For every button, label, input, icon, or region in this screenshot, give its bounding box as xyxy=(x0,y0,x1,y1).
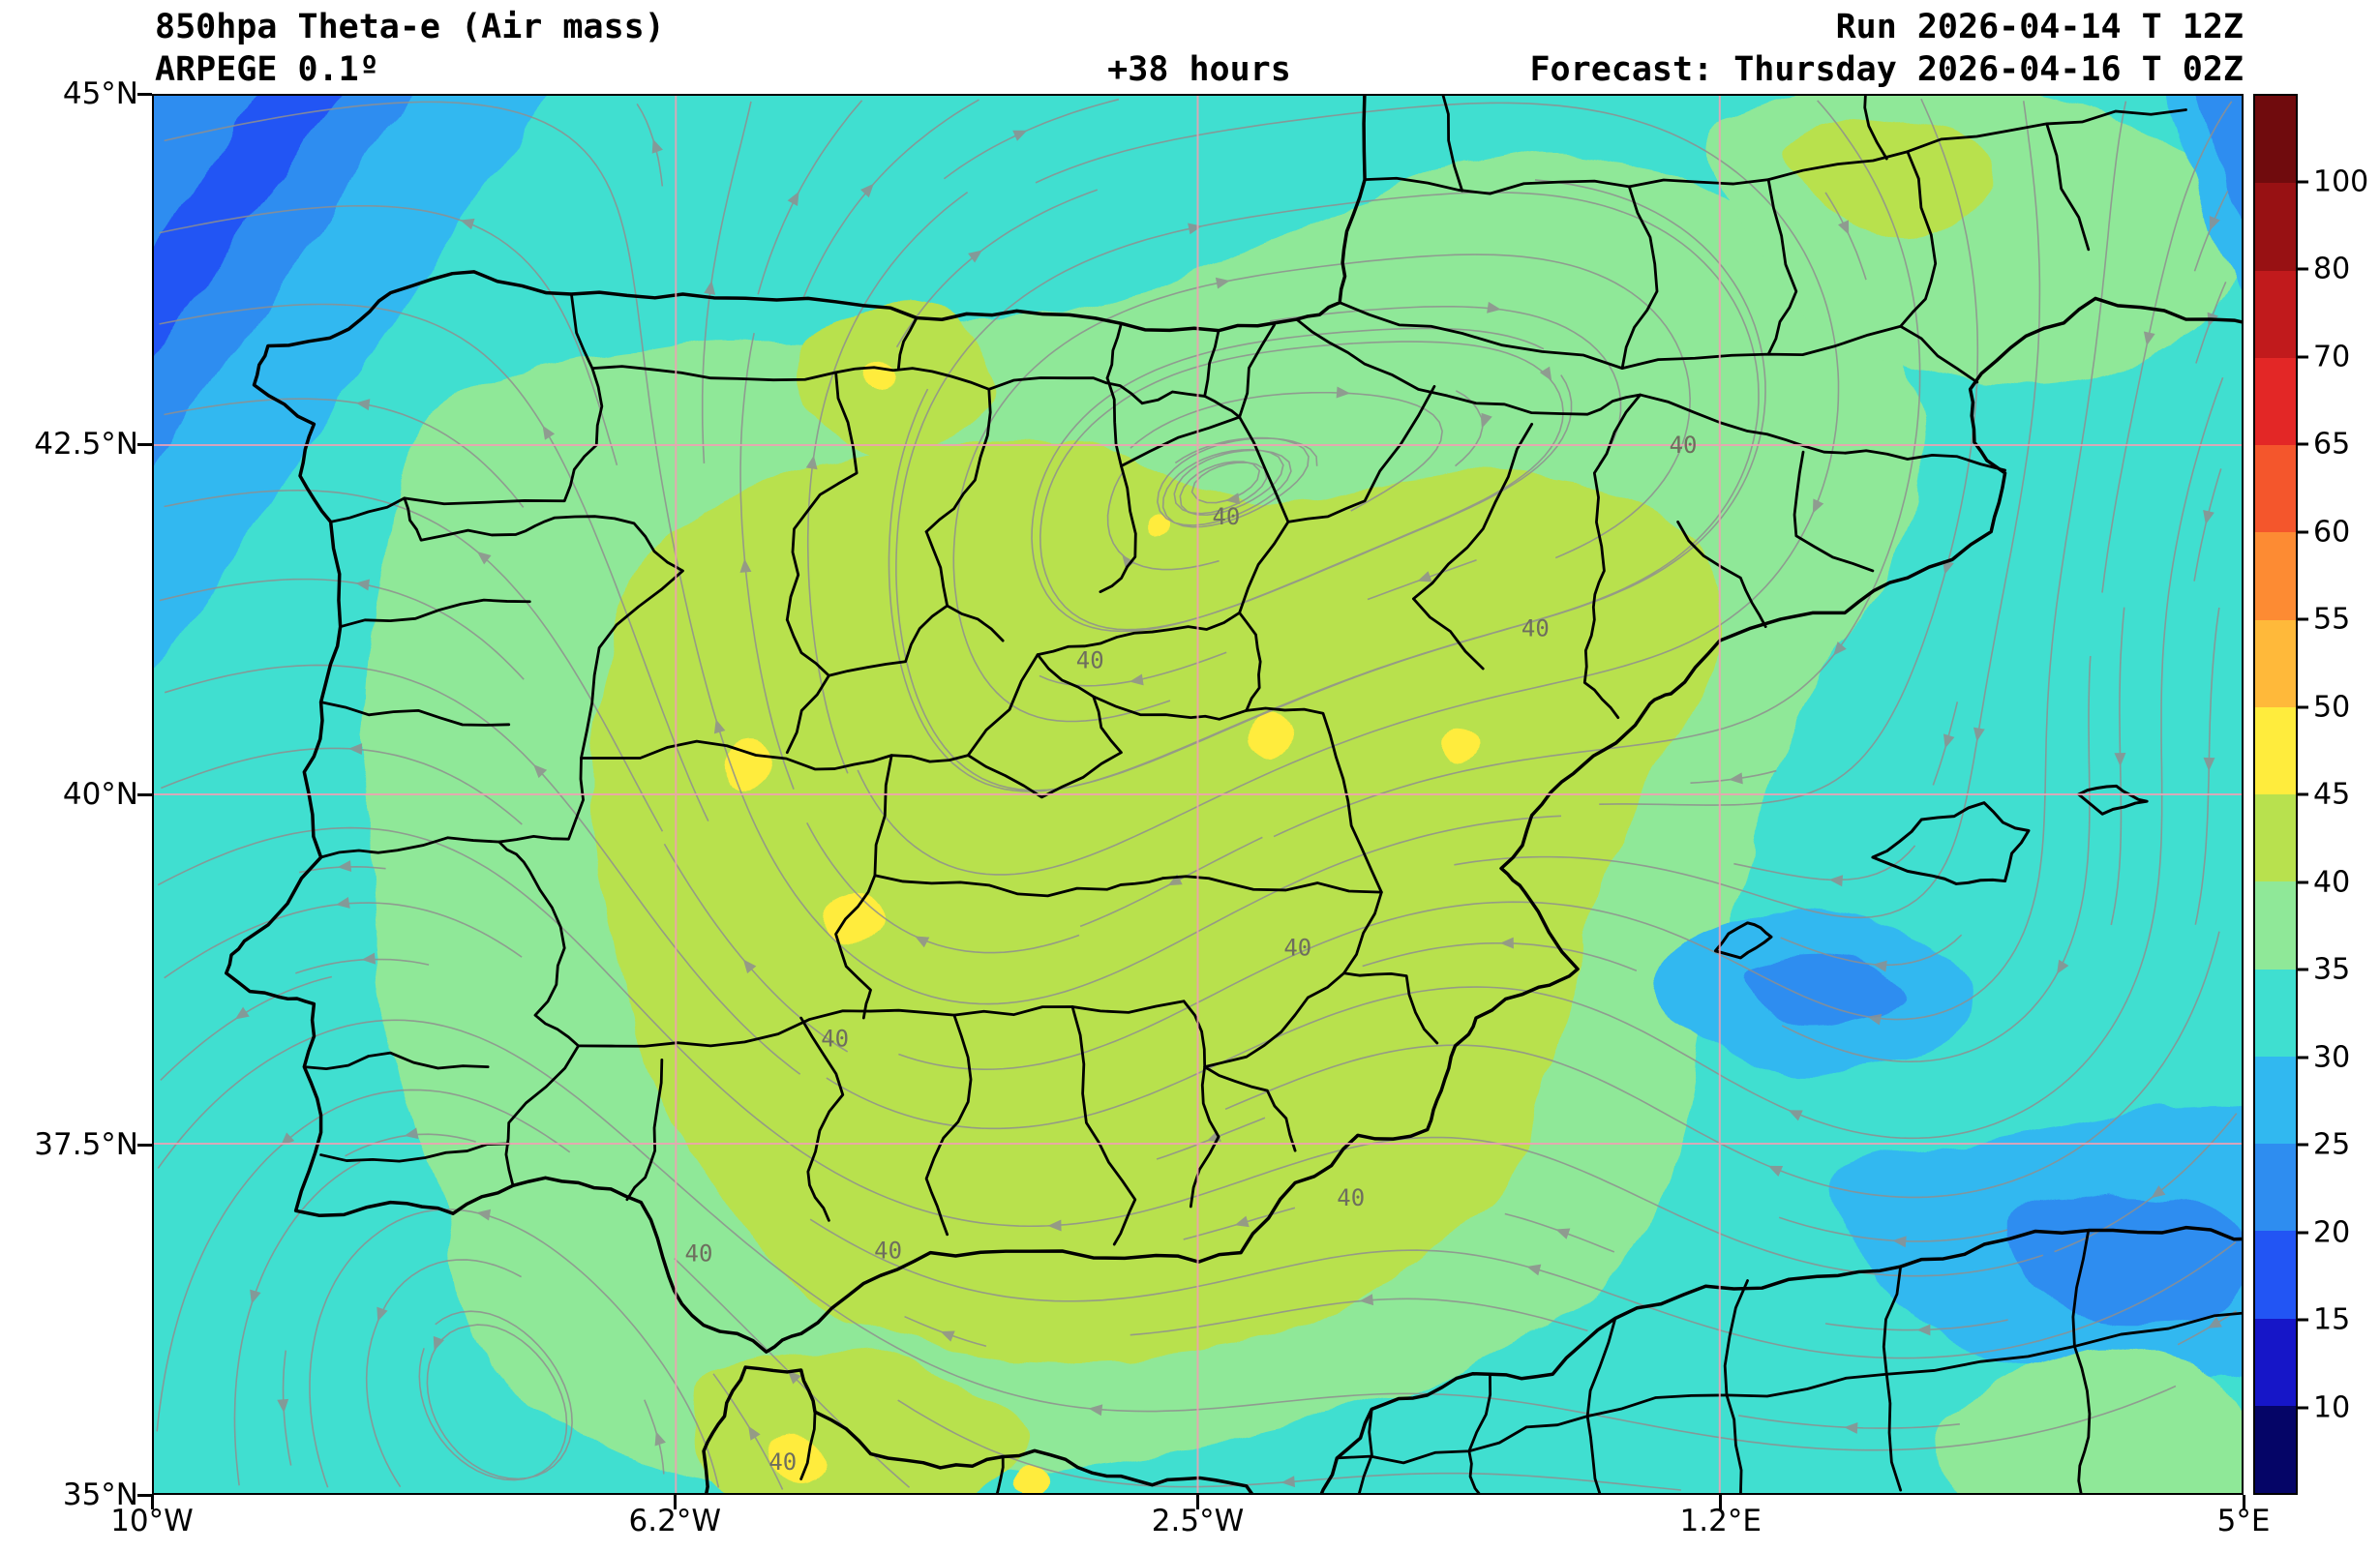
streamlines-layer xyxy=(156,98,2238,1491)
run-label: Run 2026-04-14 T 12Z xyxy=(1835,8,2244,46)
colorbar-segment xyxy=(2255,1231,2296,1319)
colorbar-tick-label: 70 xyxy=(2313,340,2351,373)
x-axis-tick-label: 1.2°E xyxy=(1679,1504,1762,1538)
colorbar-segment xyxy=(2255,270,2296,358)
colorbar-tick-mark xyxy=(2298,792,2308,796)
colorbar-segment xyxy=(2255,183,2296,271)
y-axis-tick-mark xyxy=(137,1143,152,1147)
colorbar-segment xyxy=(2255,706,2296,794)
y-axis-tick-label: 45°N xyxy=(62,76,138,111)
colorbar-segment xyxy=(2255,881,2296,970)
colorbar xyxy=(2253,94,2298,1495)
y-axis-tick-mark xyxy=(137,1493,152,1497)
colorbar-tick-label: 40 xyxy=(2313,865,2351,899)
svg-text:40: 40 xyxy=(1521,614,1550,642)
colorbar-tick-label: 80 xyxy=(2313,252,2351,286)
x-axis-tick-mark xyxy=(2242,1495,2245,1509)
colorbar-segment xyxy=(2255,969,2296,1057)
contour-labels-layer: 40 40 40 40 40 40 40 40 40 40 xyxy=(685,432,1698,1476)
map-canvas: 40 40 40 40 40 40 40 40 40 40 xyxy=(154,96,2242,1493)
colorbar-segment xyxy=(2255,445,2296,533)
colorbar-segment xyxy=(2255,357,2296,445)
y-axis-tick-label: 35°N xyxy=(62,1477,138,1512)
colorbar-tick-label: 65 xyxy=(2313,427,2351,462)
colorbar-segment xyxy=(2255,1405,2296,1493)
x-axis-tick-label: 2.5°W xyxy=(1151,1504,1245,1538)
svg-text:40: 40 xyxy=(874,1238,902,1265)
y-axis-tick-label: 40°N xyxy=(62,777,138,812)
colorbar-tick-mark xyxy=(2298,1406,2308,1409)
colorbar-tick-mark xyxy=(2298,880,2308,883)
svg-text:40: 40 xyxy=(1283,935,1311,962)
lead-time-label: +38 hours xyxy=(1107,50,1291,89)
colorbar-tick-label: 50 xyxy=(2313,690,2351,724)
svg-text:40: 40 xyxy=(685,1240,713,1268)
colorbar-segment xyxy=(2255,1318,2296,1406)
colorbar-tick-mark xyxy=(2298,968,2308,971)
colorbar-tick-mark xyxy=(2298,1318,2308,1322)
colorbar-tick-label: 10 xyxy=(2313,1390,2351,1424)
colorbar-tick-label: 20 xyxy=(2313,1215,2351,1249)
colorbar-tick-mark xyxy=(2298,267,2308,271)
x-axis-tick-label: 10°W xyxy=(110,1504,194,1538)
y-axis-tick-label: 37.5°N xyxy=(34,1127,138,1162)
y-axis-tick-label: 42.5°N xyxy=(34,427,138,462)
y-axis-tick-mark xyxy=(137,92,152,96)
svg-text:40: 40 xyxy=(1213,503,1241,530)
colorbar-segment xyxy=(2255,794,2296,882)
map-plot-area: 40 40 40 40 40 40 40 40 40 40 xyxy=(152,94,2244,1495)
colorbar-segment xyxy=(2255,1144,2296,1232)
colorbar-tick-label: 45 xyxy=(2313,777,2351,812)
svg-text:40: 40 xyxy=(1076,646,1104,673)
colorbar-tick-label: 35 xyxy=(2313,952,2351,987)
valid-time-label: Forecast: Thursday 2026-04-16 T 02Z xyxy=(1529,50,2244,89)
colorbar-tick-label: 55 xyxy=(2313,602,2351,637)
boundaries-layer xyxy=(225,96,2242,1493)
model-label: ARPEGE 0.1º xyxy=(155,50,379,89)
colorbar-tick-mark xyxy=(2298,442,2308,446)
colorbar-segment xyxy=(2255,619,2296,707)
colorbar-tick-label: 100 xyxy=(2313,164,2369,198)
x-axis-tick-mark xyxy=(150,1495,154,1509)
colorbar-scale xyxy=(2255,96,2296,1493)
y-axis-tick-mark xyxy=(137,792,152,796)
colorbar-tick-mark xyxy=(2298,1231,2308,1234)
colorbar-tick-label: 15 xyxy=(2313,1302,2351,1337)
colorbar-tick-label: 60 xyxy=(2313,515,2351,549)
colorbar-tick-mark xyxy=(2298,530,2308,533)
colorbar-segment xyxy=(2255,1056,2296,1144)
svg-text:40: 40 xyxy=(821,1025,849,1052)
colorbar-tick-mark xyxy=(2298,705,2308,708)
svg-text:40: 40 xyxy=(768,1448,797,1476)
svg-text:40: 40 xyxy=(1337,1184,1365,1211)
colorbar-tick-mark xyxy=(2298,1143,2308,1147)
chart-title: 850hpa Theta-e (Air mass) xyxy=(155,8,665,46)
colorbar-tick-mark xyxy=(2298,355,2308,358)
colorbar-tick-label: 25 xyxy=(2313,1127,2351,1162)
colorbar-tick-mark xyxy=(2298,1056,2308,1059)
colorbar-segment xyxy=(2255,96,2296,184)
x-axis-tick-label: 6.2°W xyxy=(628,1504,721,1538)
x-axis-tick-label: 5°E xyxy=(2216,1504,2271,1538)
colorbar-tick-label: 30 xyxy=(2313,1040,2351,1074)
x-axis-tick-mark xyxy=(1196,1495,1199,1509)
colorbar-tick-mark xyxy=(2298,180,2308,183)
colorbar-tick-mark xyxy=(2298,617,2308,621)
x-axis-tick-mark xyxy=(673,1495,677,1509)
map-layers: 40 40 40 40 40 40 40 40 40 40 xyxy=(154,96,2242,1493)
gridlines-layer xyxy=(154,96,2242,1493)
colorbar-segment xyxy=(2255,532,2296,620)
svg-text:40: 40 xyxy=(1670,432,1698,459)
y-axis-tick-mark xyxy=(137,442,152,446)
x-axis-tick-mark xyxy=(1719,1495,1723,1509)
